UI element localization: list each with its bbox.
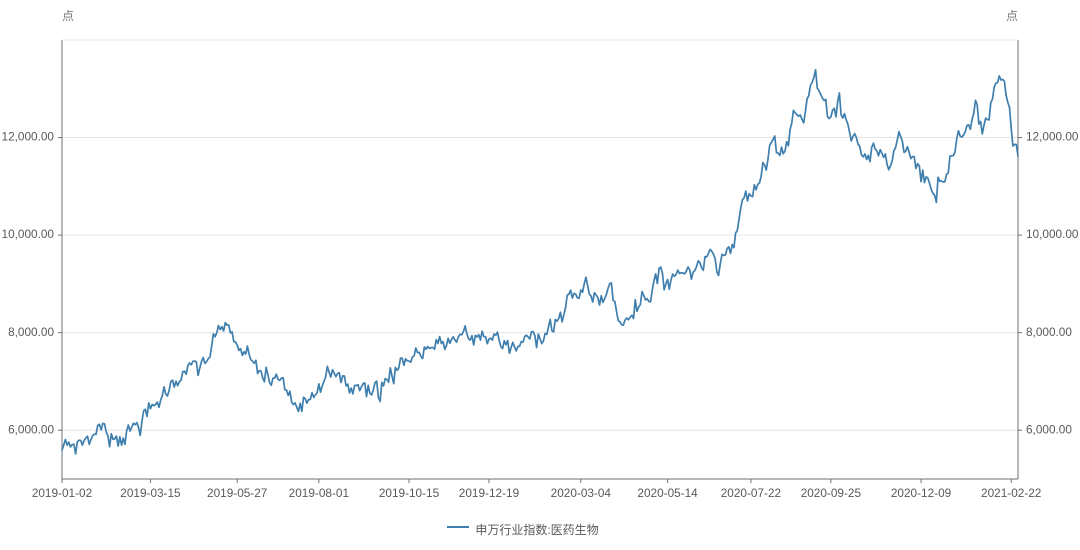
svg-text:2019-10-15: 2019-10-15 <box>379 486 440 500</box>
svg-text:2020-09-25: 2020-09-25 <box>801 486 862 500</box>
svg-text:6,000.00: 6,000.00 <box>8 422 54 436</box>
svg-text:2020-07-22: 2020-07-22 <box>721 486 781 500</box>
svg-text:10,000.00: 10,000.00 <box>2 227 55 241</box>
svg-text:点: 点 <box>1006 9 1018 23</box>
svg-text:8,000.00: 8,000.00 <box>8 325 54 339</box>
svg-text:8,000.00: 8,000.00 <box>1026 325 1072 339</box>
svg-text:2020-03-04: 2020-03-04 <box>551 486 612 500</box>
svg-text:2021-02-22: 2021-02-22 <box>981 486 1041 500</box>
svg-text:12,000.00: 12,000.00 <box>1026 130 1079 144</box>
svg-text:点: 点 <box>62 9 74 23</box>
svg-text:2019-05-27: 2019-05-27 <box>207 486 267 500</box>
svg-text:2020-05-14: 2020-05-14 <box>637 486 698 500</box>
svg-text:2019-08-01: 2019-08-01 <box>289 486 349 500</box>
svg-text:6,000.00: 6,000.00 <box>1026 422 1072 436</box>
svg-text:2019-01-02: 2019-01-02 <box>32 486 92 500</box>
svg-text:2019-12-19: 2019-12-19 <box>459 486 519 500</box>
svg-text:2020-12-09: 2020-12-09 <box>891 486 951 500</box>
svg-text:2019-03-15: 2019-03-15 <box>120 486 181 500</box>
svg-text:10,000.00: 10,000.00 <box>1026 227 1079 241</box>
svg-text:12,000.00: 12,000.00 <box>2 130 55 144</box>
